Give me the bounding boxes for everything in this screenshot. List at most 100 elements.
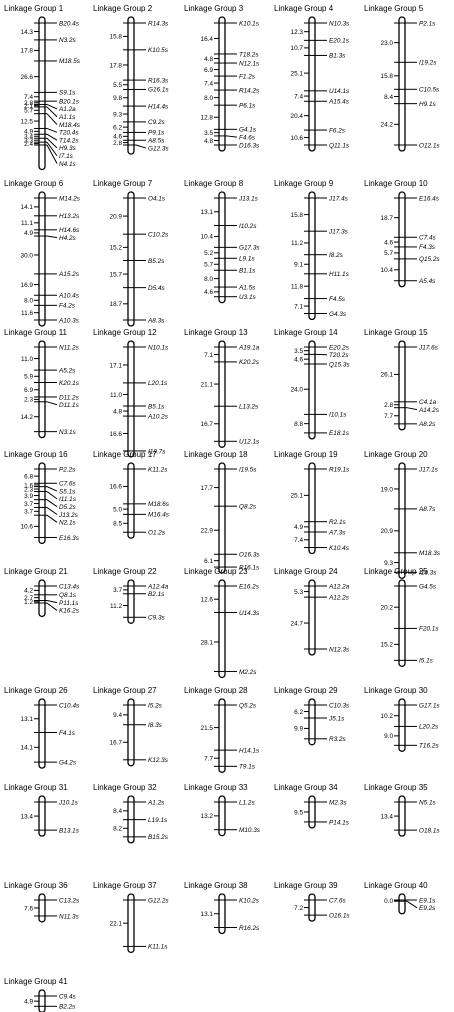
chromosome-bar (127, 698, 135, 767)
group-title: Linkage Group 34 (274, 783, 338, 792)
marker-distance: 9.1 (294, 262, 303, 269)
marker-label: A12.2s (328, 594, 350, 601)
group-title: Linkage Group 29 (274, 686, 338, 695)
marker-distance: 5.7 (24, 108, 33, 115)
marker-label: I7.1s (59, 153, 74, 160)
marker-connector (46, 507, 58, 515)
linkage-group-19: Linkage Group 19 R19.1s 25.1 R2.1s 4.9 A7.3s 7… (274, 450, 350, 555)
marker-label: C13.2s (59, 897, 80, 904)
marker-distance: 10.4 (381, 267, 394, 274)
marker-label: R19.1s (329, 466, 350, 473)
linkage-group-22: Linkage Group 22 A12.4a 3.7 B2.1s 11.2 C9.3s (93, 567, 169, 624)
marker-distance: 15.8 (110, 34, 123, 41)
marker-label: M10.3s (239, 827, 261, 834)
marker-label: C7.6s (329, 897, 346, 904)
marker-label: I11.1s (59, 496, 77, 503)
group-title: Linkage Group 18 (184, 450, 248, 459)
marker-distance: 7.7 (384, 413, 393, 420)
marker-label: H11.1s (329, 271, 350, 278)
marker-label: Q8.2s (239, 503, 257, 510)
marker-distance: 3.5 (294, 348, 303, 355)
marker-distance: 25.1 (291, 70, 304, 77)
marker-distance: 17.8 (21, 48, 34, 55)
marker-label: Q15.2s (419, 256, 440, 263)
marker-label: P2.2s (59, 466, 76, 473)
marker-distance: 22.9 (201, 528, 214, 535)
group-title: Linkage Group 12 (93, 328, 157, 337)
marker-distance: 4.6 (384, 239, 393, 246)
marker-distance: 6.9 (24, 387, 33, 394)
marker-label: U14.1s (329, 88, 350, 95)
marker-label: F6.2s (329, 127, 346, 134)
chromosome-bar (398, 698, 406, 752)
linkage-group-3: Linkage Group 3 K10.1s 16.4 T18.2s 4.8 N12.1s… (184, 4, 260, 152)
marker-label: K16.2s (59, 608, 80, 615)
marker-label: C7.4s (419, 235, 436, 242)
marker-label: H9.3s (59, 145, 76, 152)
marker-label: N10.1s (148, 344, 169, 351)
marker-label: C9.4s (59, 993, 76, 1000)
marker-distance: 7.4 (204, 80, 213, 87)
chromosome-bar (38, 893, 46, 923)
linkage-group-20: Linkage Group 20 J17.1s 19.0 A8.7s 20.9 M18.3… (364, 450, 441, 579)
marker-label: Q11.1s (329, 142, 350, 149)
marker-distance: 15.8 (381, 73, 394, 80)
chromosome-bar (38, 579, 46, 618)
linkage-group-13: Linkage Group 13 A19.1a 7.1 K20.2s 21.1 L13.2… (184, 328, 260, 448)
marker-distance: 10.6 (291, 135, 304, 142)
marker-connector (46, 137, 58, 149)
marker-connector (46, 401, 58, 406)
marker-label: B15.2s (148, 834, 169, 841)
marker-distance: 11.2 (291, 240, 303, 247)
marker-label: B2.1s (148, 591, 165, 598)
marker-distance: 9.9 (294, 726, 303, 733)
marker-label: M2.2s (239, 669, 257, 676)
marker-label: M18.4s (59, 122, 81, 129)
marker-label: A15.4s (328, 99, 350, 106)
group-title: Linkage Group 14 (274, 328, 338, 337)
marker-label: N5.1s (419, 799, 436, 806)
group-title: Linkage Group 17 (93, 450, 157, 459)
marker-label: T18.2s (239, 51, 259, 58)
marker-label: B13.1s (59, 827, 80, 834)
marker-label: D16.3s (239, 142, 260, 149)
marker-distance: 3.7 (24, 501, 33, 508)
chromosome-bar (38, 191, 46, 327)
marker-connector (46, 602, 58, 611)
linkage-group-18: Linkage Group 18 I19.5s 17.7 Q8.2s 22.9 O16.3… (184, 450, 260, 574)
marker-distance: 8.4 (384, 94, 393, 101)
marker-distance: 4.2 (24, 588, 33, 595)
marker-connector (46, 106, 58, 118)
marker-distance: 18.7 (110, 301, 123, 308)
marker-label: F4.2s (59, 303, 76, 310)
marker-distance: 11.6 (21, 310, 33, 317)
marker-label: K10.4s (329, 545, 350, 552)
chromosome-bar (218, 698, 226, 773)
marker-label: P11.1s (59, 600, 79, 607)
marker-distance: 5.5 (113, 82, 122, 89)
marker-distance: 2.8 (24, 100, 33, 107)
marker-distance: 11.1 (21, 220, 33, 227)
marker-connector (46, 133, 58, 141)
marker-label: K11.1s (148, 944, 168, 951)
marker-distance: 2.1 (24, 103, 33, 110)
group-title: Linkage Group 26 (4, 686, 68, 695)
marker-label: G4.2s (59, 759, 77, 766)
marker-distance: 3.3 (24, 138, 33, 145)
group-title: Linkage Group 3 (184, 4, 244, 13)
group-title: Linkage Group 11 (4, 328, 68, 337)
linkage-group-25: Linkage Group 25 G4.5s 20.2 F20.1s 15.2 I5.1s (364, 567, 439, 667)
group-title: Linkage Group 41 (4, 977, 68, 986)
marker-label: E16.3s (59, 535, 80, 542)
group-title: Linkage Group 2 (93, 4, 153, 13)
marker-label: N11.2s (59, 344, 80, 351)
marker-distance: 20.9 (381, 528, 394, 535)
marker-label: P2.1s (419, 20, 436, 27)
marker-distance: 8.4 (113, 808, 122, 815)
marker-label: D5.2s (59, 504, 76, 511)
marker-label: A15.2s (58, 271, 80, 278)
marker-distance: 13.1 (201, 911, 214, 918)
group-title: Linkage Group 37 (93, 881, 157, 890)
marker-distance: 28.1 (201, 639, 214, 646)
